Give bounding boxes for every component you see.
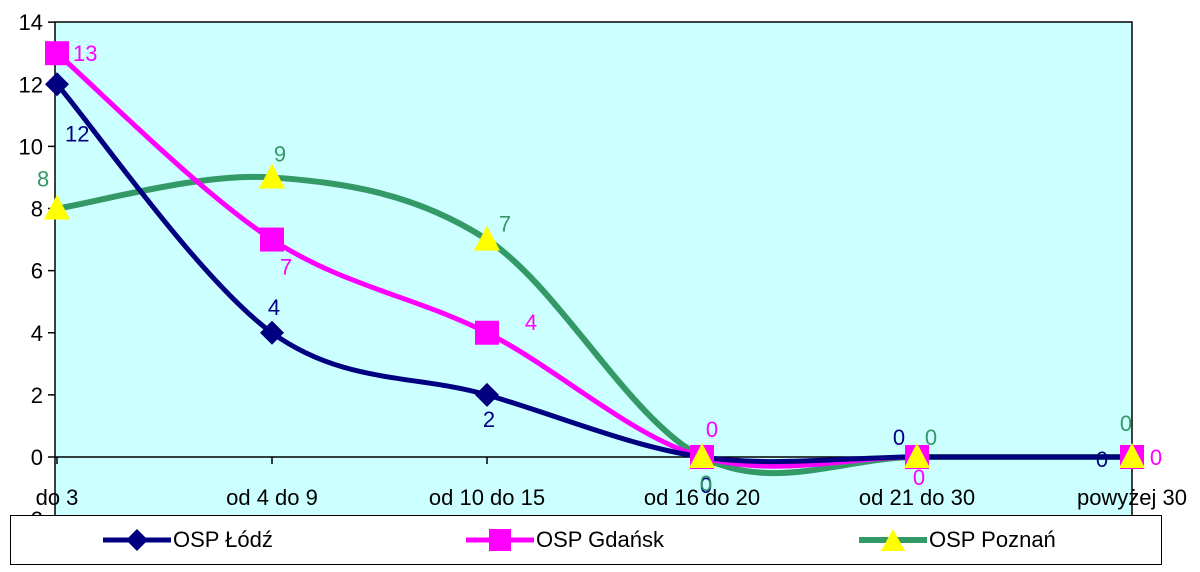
legend-swatch-square-icon <box>466 529 534 551</box>
data-label: 0 <box>913 465 925 490</box>
data-label: 8 <box>37 167 49 192</box>
y-tick-label: 10 <box>19 134 43 159</box>
data-point-square <box>475 320 499 345</box>
y-tick-label: 6 <box>31 259 43 284</box>
data-point-triangle <box>904 443 930 468</box>
legend-label: OSP Gdańsk <box>536 527 664 552</box>
data-point-triangle <box>44 194 70 220</box>
x-tick-label: do 3 <box>36 485 79 510</box>
data-point-square <box>260 227 284 252</box>
data-label: 13 <box>73 41 97 66</box>
y-tick-label: 8 <box>31 197 43 222</box>
x-tick-label: od 10 do 15 <box>429 485 545 510</box>
data-label: 7 <box>280 255 292 280</box>
axes: -2 0 2 4 6 8 10 12 14 do 3 od 4 do 9 od 10 do 15 od … <box>19 10 1188 515</box>
data-label: 12 <box>65 121 89 146</box>
data-point-triangle <box>1119 443 1145 468</box>
y-tick-label: -2 <box>23 507 43 515</box>
data-label: 4 <box>525 310 537 335</box>
data-label: 4 <box>268 295 280 320</box>
y-tick-label: 14 <box>19 10 43 35</box>
series-lines <box>55 51 1132 477</box>
legend: OSP Łódź OSP Gdańsk OSP Poznań <box>10 515 1162 565</box>
data-label: 0 <box>893 425 905 450</box>
data-point-diamond <box>260 320 284 345</box>
legend-item-osp-poznan: OSP Poznań <box>859 516 1056 564</box>
plot-area <box>54 21 1133 515</box>
series-markers <box>44 41 1145 469</box>
data-point-triangle <box>259 163 285 189</box>
legend-item-osp-lodz: OSP Łódź <box>103 516 273 564</box>
data-point-triangle <box>474 225 500 251</box>
x-tick-label: od 4 do 9 <box>226 485 318 510</box>
series-line <box>55 82 1132 465</box>
y-tick-label: 2 <box>31 383 43 408</box>
legend-label: OSP Poznań <box>929 527 1056 552</box>
data-label: 0 <box>700 473 712 498</box>
x-tick-label: powyżej 30 <box>1077 485 1187 510</box>
legend-label: OSP Łódź <box>173 527 273 552</box>
legend-swatch-triangle-icon <box>859 529 927 551</box>
data-point-square <box>45 41 69 66</box>
data-label: 0 <box>925 425 937 450</box>
x-tick-label: od 21 do 30 <box>859 485 975 510</box>
legend-swatch-diamond-icon <box>103 529 171 551</box>
data-label: 0 <box>706 417 718 442</box>
x-tick-label: od 16 do 20 <box>644 485 760 510</box>
y-tick-label: 12 <box>19 72 43 97</box>
y-tick-label: 4 <box>31 321 43 346</box>
data-point-diamond <box>475 382 499 407</box>
data-label: 0 <box>700 471 712 496</box>
line-chart: -2 0 2 4 6 8 10 12 14 do 3 od 4 do 9 od 10 do 15 od … <box>19 10 1188 515</box>
data-label: 2 <box>483 407 495 432</box>
data-label: 7 <box>499 212 511 237</box>
data-point-triangle <box>689 443 715 468</box>
data-label: 0 <box>1150 445 1162 470</box>
y-tick-label: 0 <box>31 445 43 470</box>
legend-item-osp-gdansk: OSP Gdańsk <box>466 516 664 564</box>
data-label: 0 <box>1096 447 1108 472</box>
data-label: 9 <box>274 141 286 166</box>
data-point-diamond <box>45 72 69 97</box>
data-label: 0 <box>1120 411 1132 436</box>
